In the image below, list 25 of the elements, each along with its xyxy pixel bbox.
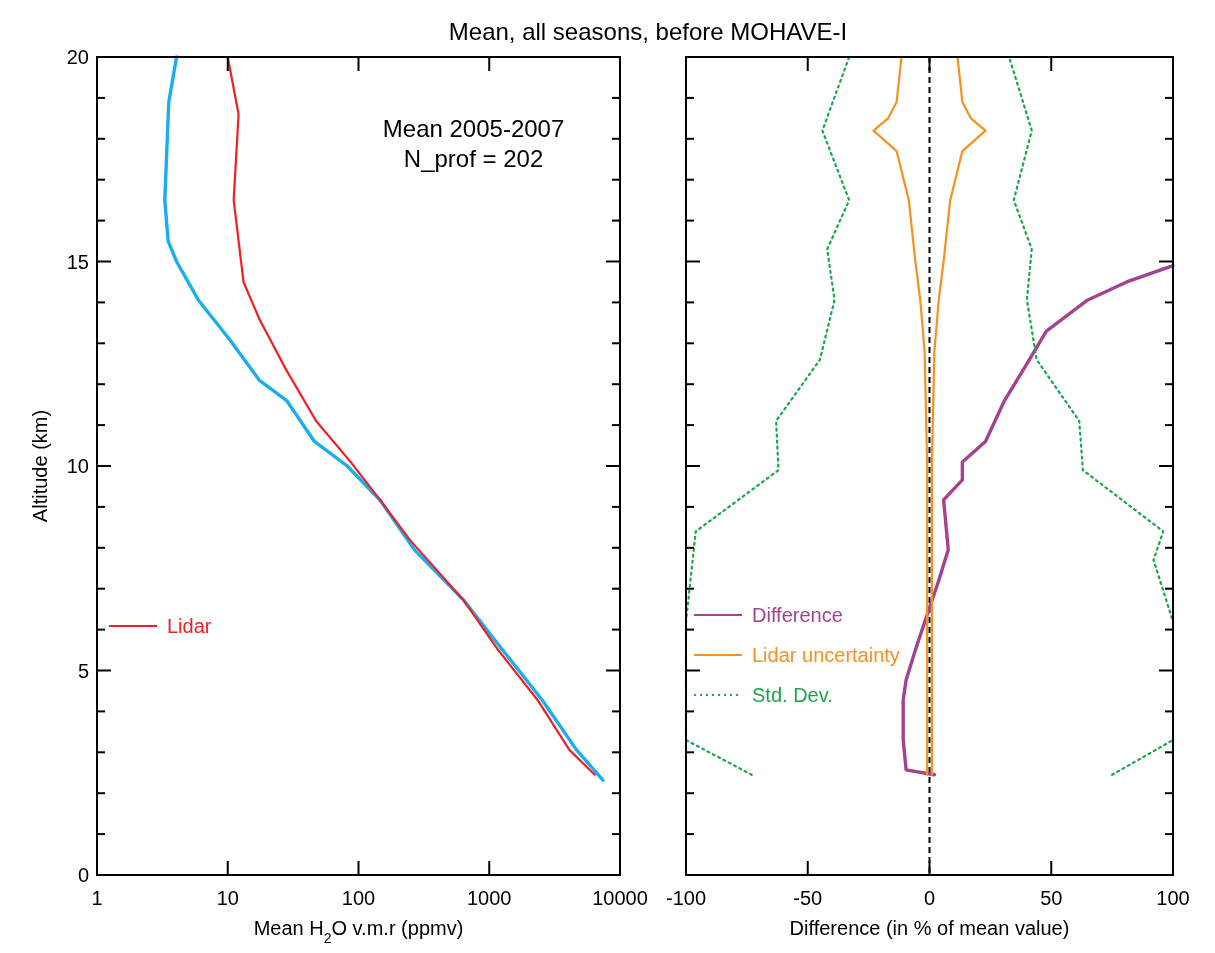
x-axis-title: Mean H$_{2}$O v.m.r (ppmv): [253, 917, 464, 946]
x-tick-label: 100: [341, 887, 376, 909]
legend-label: Std. Dev.: [752, 684, 833, 706]
x-tick-label: -100: [665, 887, 707, 909]
x-tick-label: 0: [923, 887, 936, 909]
x-tick-label: -50: [793, 887, 823, 909]
x-tick-label: 50: [1040, 887, 1063, 909]
x-tick-label: 100: [1156, 887, 1190, 909]
x-tick-label: 10: [216, 887, 239, 909]
y-tick-label: 5: [77, 659, 89, 682]
x-axis-title: Difference (in % of mean value): [789, 917, 1070, 939]
legend-label: Difference: [752, 604, 843, 626]
y-tick-label: 0: [77, 864, 89, 886]
x-tick-label: 1000: [467, 887, 512, 909]
x-tick-label: 1: [91, 887, 103, 909]
legend-label: Lidar: [167, 615, 212, 637]
y-tick-label: 10: [66, 455, 89, 477]
x-tick-label: 10000: [592, 887, 648, 909]
chart-title: Mean, all seasons, before MOHAVE-I: [448, 18, 848, 45]
legend-label: Lidar uncertainty: [752, 644, 900, 666]
y-tick-label: 20: [66, 46, 89, 68]
y-tick-label: 15: [66, 250, 89, 273]
annotation: Mean 2005-2007: [382, 115, 565, 142]
y-axis-title: Altitude (km): [29, 409, 51, 523]
annotation: N_prof = 202: [403, 145, 544, 172]
